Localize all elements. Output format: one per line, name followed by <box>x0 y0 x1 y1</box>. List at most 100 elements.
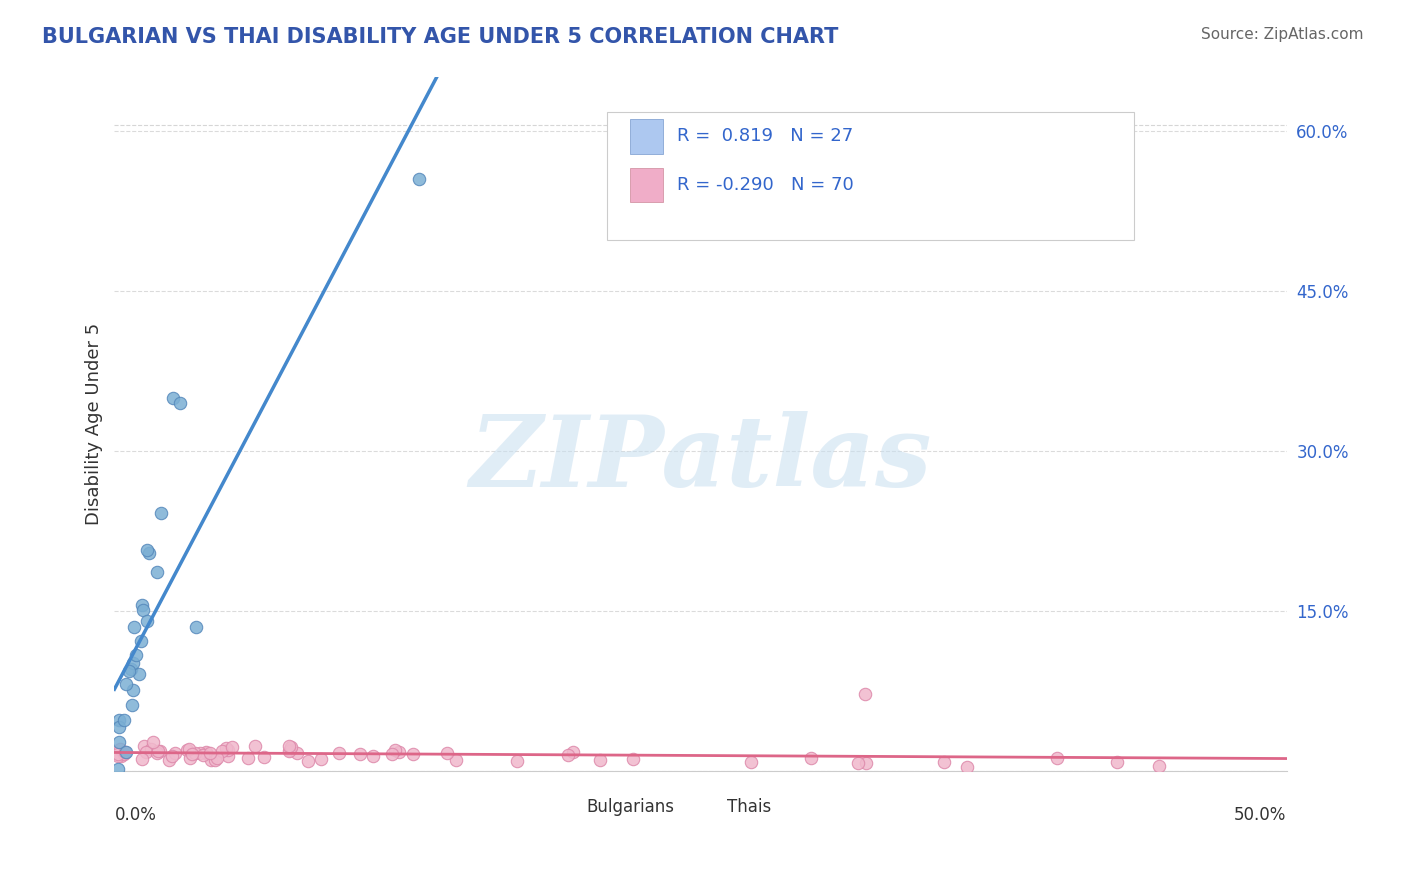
Point <box>243 739 266 753</box>
Point <box>217 749 239 764</box>
Point <box>150 506 173 520</box>
Point <box>177 741 200 756</box>
Text: Thais: Thais <box>727 798 772 816</box>
Point <box>110 748 132 763</box>
Point <box>124 620 146 634</box>
Point <box>194 745 217 759</box>
Point <box>146 744 169 758</box>
Point <box>740 755 762 769</box>
Point <box>122 656 145 670</box>
Point <box>115 677 138 691</box>
Point <box>621 752 644 766</box>
Point <box>800 751 823 765</box>
Point <box>402 747 425 761</box>
Text: ZIPatlas: ZIPatlas <box>470 410 932 508</box>
Point <box>136 542 159 557</box>
Point <box>128 666 150 681</box>
Point <box>278 742 301 756</box>
Point <box>221 739 243 754</box>
Point <box>132 603 155 617</box>
Point <box>200 753 222 767</box>
Point <box>135 745 157 759</box>
Point <box>165 746 187 760</box>
Point <box>112 747 135 761</box>
Point <box>186 620 208 634</box>
Point <box>176 742 198 756</box>
Point <box>139 742 162 756</box>
Point <box>125 648 148 662</box>
Point <box>181 747 204 761</box>
Text: BULGARIAN VS THAI DISABILITY AGE UNDER 5 CORRELATION CHART: BULGARIAN VS THAI DISABILITY AGE UNDER 5… <box>42 27 838 46</box>
Point <box>108 720 131 734</box>
FancyBboxPatch shape <box>630 119 664 153</box>
Point <box>142 735 165 749</box>
Point <box>149 744 172 758</box>
Point <box>169 396 191 410</box>
Point <box>108 735 131 749</box>
Point <box>160 749 183 764</box>
Point <box>328 746 350 760</box>
FancyBboxPatch shape <box>630 168 664 202</box>
Point <box>853 687 876 701</box>
Point <box>1107 755 1129 769</box>
Point <box>195 746 218 760</box>
Point <box>218 743 240 757</box>
FancyBboxPatch shape <box>607 112 1135 241</box>
FancyBboxPatch shape <box>554 793 579 821</box>
Point <box>110 742 132 756</box>
Point <box>107 747 129 761</box>
Point <box>131 752 153 766</box>
Point <box>557 748 579 763</box>
Point <box>381 747 404 761</box>
Point <box>384 743 406 757</box>
Point <box>363 749 385 764</box>
Point <box>184 746 207 760</box>
Point <box>204 753 226 767</box>
Point <box>138 546 160 560</box>
Point <box>388 745 411 759</box>
Point <box>191 748 214 763</box>
Point <box>589 753 612 767</box>
Point <box>506 754 529 768</box>
FancyBboxPatch shape <box>695 793 720 821</box>
Point <box>129 634 152 648</box>
Point <box>162 391 184 405</box>
Point <box>855 756 877 770</box>
Point <box>408 171 430 186</box>
Point <box>118 664 141 678</box>
Point <box>179 751 201 765</box>
Point <box>253 750 276 764</box>
Point <box>215 741 238 756</box>
Text: R = -0.290   N = 70: R = -0.290 N = 70 <box>678 176 853 194</box>
Point <box>114 745 136 759</box>
Point <box>846 756 869 770</box>
Point <box>956 760 979 774</box>
Text: 50.0%: 50.0% <box>1234 805 1286 824</box>
Point <box>280 740 302 755</box>
Point <box>122 682 145 697</box>
Text: Source: ZipAtlas.com: Source: ZipAtlas.com <box>1201 27 1364 42</box>
Point <box>157 753 180 767</box>
Point <box>112 747 135 762</box>
Point <box>349 747 371 761</box>
Point <box>436 746 458 760</box>
Point <box>444 753 467 767</box>
Point <box>278 739 301 753</box>
Point <box>132 739 155 754</box>
Point <box>934 755 956 769</box>
Point <box>236 751 259 765</box>
Point <box>145 565 167 579</box>
Point <box>145 746 167 760</box>
Point <box>108 713 131 727</box>
Point <box>1046 751 1069 765</box>
Point <box>135 614 157 628</box>
Text: Bulgarians: Bulgarians <box>586 798 675 816</box>
Point <box>198 746 221 760</box>
Point <box>278 744 301 758</box>
Point <box>205 751 228 765</box>
Y-axis label: Disability Age Under 5: Disability Age Under 5 <box>86 323 103 525</box>
Point <box>309 752 332 766</box>
Text: R =  0.819   N = 27: R = 0.819 N = 27 <box>678 128 853 145</box>
Point <box>188 747 211 761</box>
Text: 0.0%: 0.0% <box>114 805 156 824</box>
